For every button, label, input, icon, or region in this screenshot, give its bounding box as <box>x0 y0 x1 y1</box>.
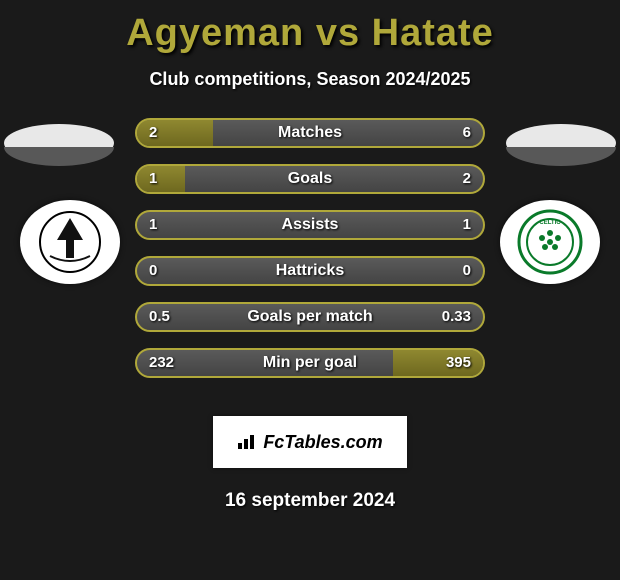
stat-label: Goals per match <box>137 304 483 330</box>
stat-bar: 232Min per goal395 <box>135 348 485 378</box>
stat-label: Min per goal <box>137 350 483 376</box>
stat-bar: 1Goals2 <box>135 164 485 194</box>
comparison-panel: CELTIC 2Matches61Goals21Assists10Hattric… <box>0 118 620 398</box>
player-right-avatar <box>506 124 616 162</box>
stat-bar: 0Hattricks0 <box>135 256 485 286</box>
subtitle: Club competitions, Season 2024/2025 <box>0 69 620 90</box>
stat-bar: 2Matches6 <box>135 118 485 148</box>
celtic-crest-icon: CELTIC <box>514 209 586 275</box>
stat-value-right: 1 <box>463 212 471 238</box>
stat-bar: 1Assists1 <box>135 210 485 240</box>
player-left-avatar <box>4 124 114 162</box>
stat-label: Hattricks <box>137 258 483 284</box>
stat-value-right: 0 <box>463 258 471 284</box>
club-badge-left <box>20 200 120 284</box>
branding-badge: FcTables.com <box>213 416 407 468</box>
stat-value-right: 2 <box>463 166 471 192</box>
stat-label: Goals <box>137 166 483 192</box>
svg-text:CELTIC: CELTIC <box>539 220 561 226</box>
branding-text: FcTables.com <box>263 432 382 453</box>
stat-bar: 0.5Goals per match0.33 <box>135 302 485 332</box>
falkirk-crest-icon <box>35 210 105 274</box>
stat-value-right: 0.33 <box>442 304 471 330</box>
stats-bars: 2Matches61Goals21Assists10Hattricks00.5G… <box>135 118 485 394</box>
date-label: 16 september 2024 <box>0 490 620 512</box>
stat-label: Matches <box>137 120 483 146</box>
page-title: Agyeman vs Hatate <box>0 0 620 55</box>
stat-value-right: 395 <box>446 350 471 376</box>
bars-icon <box>237 434 257 450</box>
stat-value-right: 6 <box>463 120 471 146</box>
stat-label: Assists <box>137 212 483 238</box>
club-badge-right: CELTIC <box>500 200 600 284</box>
